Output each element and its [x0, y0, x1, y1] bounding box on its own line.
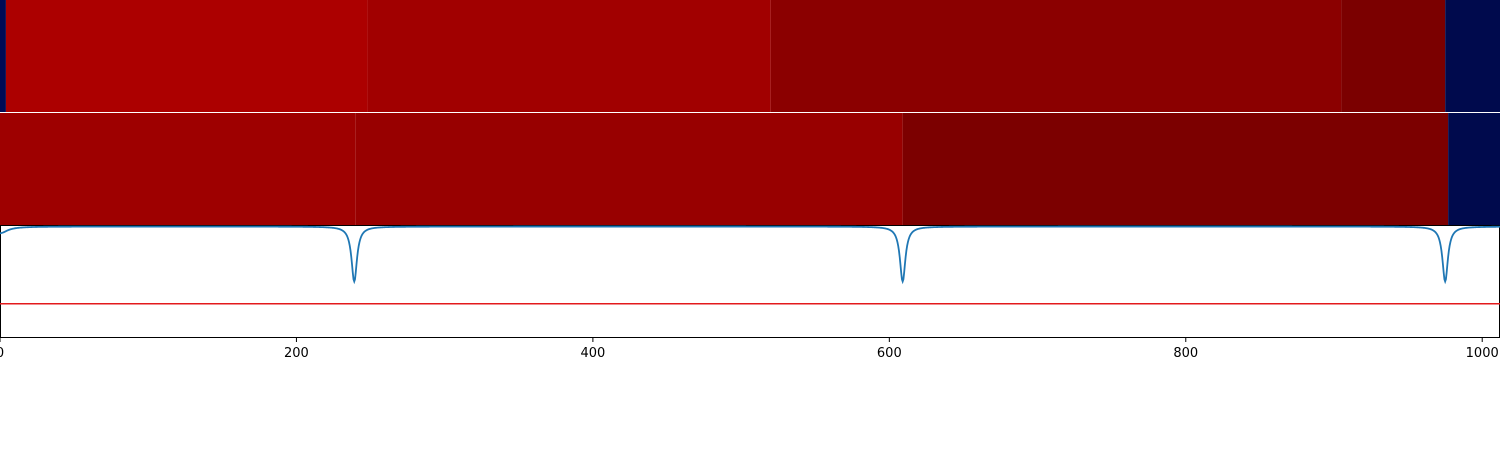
- x-tick-label-2: 400: [580, 346, 605, 361]
- heatmap-cell-r0-s2: [367, 0, 771, 112]
- x-tick-label-3: 600: [877, 346, 902, 361]
- heatmap-cell-r0-s4: [1341, 0, 1446, 112]
- x-tick-label-1: 200: [284, 346, 309, 361]
- heatmap-cell-r0-s3: [770, 0, 1342, 112]
- heatmap-cell-r0-s5: [1445, 0, 1500, 112]
- x-tick-label-0: 0: [0, 346, 4, 361]
- x-tick-label-4: 800: [1173, 346, 1198, 361]
- heatmap-cell-r1-s0: [0, 113, 356, 225]
- heatmap-cell-r1-s1: [355, 113, 903, 225]
- x-axis: 0 200 400 600 800 1000: [0, 338, 1499, 361]
- heatmap-cell-r0-s1: [5, 0, 368, 112]
- heatmap-row-bottom: [0, 113, 1500, 225]
- signal-line: [0, 225, 1500, 285]
- heatmap-cell-r1-s2: [902, 113, 1449, 225]
- heatmap-cell-r1-s3: [1448, 113, 1500, 225]
- heatmap-row-top: [0, 0, 1500, 112]
- heatmap-cell-r0-s0: [0, 0, 6, 112]
- line-panel: [0, 225, 1500, 338]
- x-tick-label-5: 1000: [1466, 346, 1499, 361]
- line-panel-frame: [0, 225, 1500, 338]
